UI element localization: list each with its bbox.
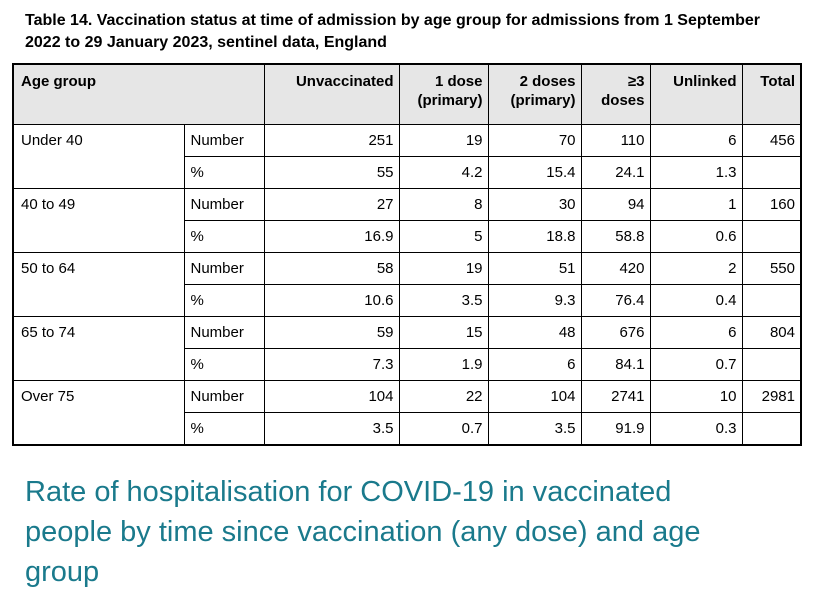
value-cell: 4.2 <box>398 155 489 189</box>
value-cell: 1.3 <box>649 155 743 189</box>
value-cell: 0.3 <box>649 411 743 445</box>
value-cell: 18.8 <box>487 219 582 253</box>
total-cell <box>741 411 802 445</box>
value-cell: 6 <box>649 315 743 349</box>
metric-label: % <box>183 219 265 253</box>
total-cell: 160 <box>741 187 802 221</box>
table-row: Over 75 Number 104 22 104 2741 10 2981 <box>12 379 802 445</box>
column-header-1-dose-primary: 1 dose (primary) <box>398 63 489 125</box>
value-cell: 6 <box>487 347 582 381</box>
column-header-unvaccinated: Unvaccinated <box>263 63 400 125</box>
column-header-total: Total <box>741 63 802 125</box>
value-cell: 76.4 <box>580 283 651 317</box>
age-group-cell: 65 to 74 <box>12 315 185 381</box>
value-cell: 676 <box>580 315 651 349</box>
value-cell: 1.9 <box>398 347 489 381</box>
value-cell: 2 <box>649 251 743 285</box>
value-cell: 58.8 <box>580 219 651 253</box>
table-row: % 16.9 5 18.8 58.8 0.6 <box>13 219 802 253</box>
metric-label: % <box>183 411 265 445</box>
value-cell: 7.3 <box>263 347 400 381</box>
value-cell: 55 <box>263 155 400 189</box>
metric-label: Number <box>183 123 265 157</box>
total-cell <box>741 219 802 253</box>
section-heading: Rate of hospitalisation for COVID-19 in … <box>25 475 701 588</box>
total-cell: 456 <box>741 123 802 157</box>
column-header-unlinked: Unlinked <box>649 63 743 125</box>
metric-label: % <box>183 155 265 189</box>
value-cell: 0.7 <box>649 347 743 381</box>
value-cell: 27 <box>263 187 400 221</box>
table-row: 40 to 49 Number 27 8 30 94 1 160 <box>12 187 802 253</box>
value-cell: 10 <box>649 379 743 413</box>
value-cell: 19 <box>398 123 489 157</box>
value-cell: 94 <box>580 187 651 221</box>
value-cell: 58 <box>263 251 400 285</box>
total-cell <box>741 347 802 381</box>
table-row: Under 40 Number 251 19 70 110 6 456 <box>12 123 802 189</box>
value-cell: 1 <box>649 187 743 221</box>
value-cell: 251 <box>263 123 400 157</box>
total-cell <box>741 155 802 189</box>
value-cell: 24.1 <box>580 155 651 189</box>
value-cell: 6 <box>649 123 743 157</box>
value-cell: 104 <box>263 379 400 413</box>
metric-label: Number <box>183 379 265 413</box>
metric-label: Number <box>183 187 265 221</box>
vaccination-status-table: Age group Unvaccinated 1 dose (primary) … <box>12 63 802 446</box>
value-cell: 2741 <box>580 379 651 413</box>
table-row: 65 to 74 Number 59 15 48 676 6 804 <box>12 315 802 381</box>
value-cell: 70 <box>487 123 582 157</box>
table-row: % 55 4.2 15.4 24.1 1.3 <box>13 155 802 189</box>
age-group-cell: Under 40 <box>12 123 185 189</box>
value-cell: 3.5 <box>398 283 489 317</box>
value-cell: 420 <box>580 251 651 285</box>
value-cell: 104 <box>487 379 582 413</box>
value-cell: 19 <box>398 251 489 285</box>
value-cell: 15 <box>398 315 489 349</box>
metric-label: % <box>183 347 265 381</box>
age-group-cell: 50 to 64 <box>12 251 185 317</box>
table-row: % 10.6 3.5 9.3 76.4 0.4 <box>13 283 802 317</box>
value-cell: 51 <box>487 251 582 285</box>
value-cell: 110 <box>580 123 651 157</box>
column-header-age-group: Age group <box>12 63 265 125</box>
column-header-3-plus-doses: ≥3 doses <box>580 63 651 125</box>
value-cell: 0.7 <box>398 411 489 445</box>
total-cell: 804 <box>741 315 802 349</box>
value-cell: 91.9 <box>580 411 651 445</box>
value-cell: 59 <box>263 315 400 349</box>
header-row: Age group Unvaccinated 1 dose (primary) … <box>12 63 802 125</box>
metric-label: % <box>183 283 265 317</box>
table-row: 50 to 64 Number 58 19 51 420 2 550 <box>12 251 802 317</box>
value-cell: 5 <box>398 219 489 253</box>
total-cell <box>741 283 802 317</box>
age-group-cell: Over 75 <box>12 379 185 445</box>
metric-label: Number <box>183 315 265 349</box>
value-cell: 3.5 <box>487 411 582 445</box>
value-cell: 84.1 <box>580 347 651 381</box>
value-cell: 15.4 <box>487 155 582 189</box>
value-cell: 48 <box>487 315 582 349</box>
table-title: Table 14. Vaccination status at time of … <box>25 12 760 51</box>
total-cell: 2981 <box>741 379 802 413</box>
table-row: % 3.5 0.7 3.5 91.9 0.3 <box>13 411 802 445</box>
metric-label: Number <box>183 251 265 285</box>
value-cell: 8 <box>398 187 489 221</box>
value-cell: 30 <box>487 187 582 221</box>
total-cell: 550 <box>741 251 802 285</box>
value-cell: 0.4 <box>649 283 743 317</box>
value-cell: 16.9 <box>263 219 400 253</box>
column-header-2-doses-primary: 2 doses (primary) <box>487 63 582 125</box>
value-cell: 9.3 <box>487 283 582 317</box>
age-group-cell: 40 to 49 <box>12 187 185 253</box>
value-cell: 0.6 <box>649 219 743 253</box>
value-cell: 22 <box>398 379 489 413</box>
value-cell: 10.6 <box>263 283 400 317</box>
value-cell: 3.5 <box>263 411 400 445</box>
